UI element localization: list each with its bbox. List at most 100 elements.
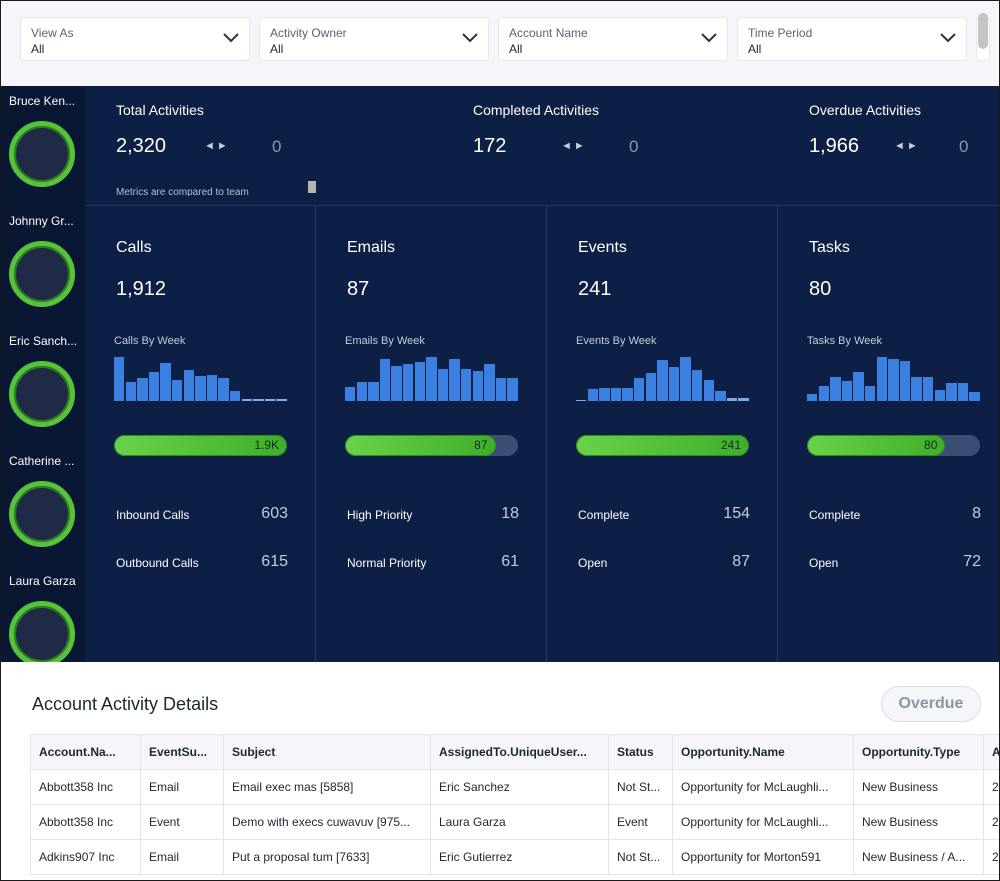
weekly-chart-label: Tasks By Week (807, 335, 882, 347)
stat-label: Complete (578, 508, 630, 522)
person-item[interactable]: Laura Garza (1, 566, 85, 662)
weekly-bar (507, 378, 518, 401)
weekly-bar (276, 399, 287, 401)
progress-fill: 80 (807, 435, 946, 456)
filter-activity-owner[interactable]: Activity Owner All (259, 17, 489, 61)
stat-row: Complete 154 (578, 505, 750, 525)
metric-compare: 0 (629, 137, 639, 156)
category-title: Calls (116, 239, 152, 256)
column-header[interactable]: Opportunity.Name (672, 734, 854, 770)
weekly-bar (899, 361, 911, 401)
weekly-bar (610, 388, 622, 401)
category-events: Events 241 Events By Week 241 Complete 1… (547, 206, 778, 662)
weekly-bar (657, 360, 668, 401)
category-total: 80 (809, 278, 832, 300)
column-header[interactable]: AssignedTo.UniqueUser... (430, 734, 609, 770)
table-cell: Email exec mas [5858] (223, 769, 431, 805)
weekly-bar-chart (345, 351, 521, 401)
filter-view-as[interactable]: View As All (20, 17, 250, 61)
stat-row: Normal Priority 61 (347, 553, 519, 573)
category-columns: Calls 1,912 Calls By Week 1.9K Inbound C… (85, 206, 999, 662)
weekly-bar (841, 381, 853, 401)
weekly-bar (576, 400, 587, 401)
person-item[interactable]: Catherine ... (1, 446, 85, 566)
table-row[interactable]: Abbott358 Inc Event Demo with execs cuwa… (30, 804, 999, 840)
stat-label: Complete (809, 508, 861, 522)
table-cell: 2 (983, 839, 999, 875)
weekly-bar (587, 389, 598, 401)
metric-value: 1,966 (809, 135, 860, 157)
category-title: Emails (347, 239, 396, 256)
category-total: 87 (347, 278, 370, 300)
person-item[interactable]: Bruce Ken... (1, 86, 85, 206)
weekly-bar (865, 386, 876, 401)
overdue-button[interactable]: Overdue (881, 686, 981, 722)
weekly-bar (715, 391, 726, 401)
weekly-chart-label: Events By Week (576, 335, 657, 347)
table-cell: Eric Gutierrez (430, 839, 609, 875)
stat-value: 72 (963, 553, 981, 570)
stat-label: Inbound Calls (116, 508, 190, 522)
table-cell: Laura Garza (430, 804, 609, 840)
table-cell: Eric Sanchez (430, 769, 609, 805)
person-item[interactable]: Eric Sanch... (1, 326, 85, 446)
footnote-scroll-handle[interactable] (308, 181, 316, 193)
filter-label: Time Period (748, 26, 813, 40)
table-cell: Abbott358 Inc (30, 769, 141, 805)
column-header[interactable]: Opportunity.Type (853, 734, 984, 770)
weekly-bar (426, 357, 437, 401)
weekly-bar (125, 382, 136, 401)
column-header[interactable]: Status (608, 734, 673, 770)
filter-account-name[interactable]: Account Name All (498, 17, 728, 61)
table-cell: Adkins907 Inc (30, 839, 141, 875)
table-cell: Not St... (608, 769, 673, 805)
progress-label: 1.9K (254, 438, 279, 452)
progress-label: 241 (720, 438, 741, 452)
stat-row: Open 87 (578, 553, 750, 573)
stat-row: High Priority 18 (347, 505, 519, 525)
filter-label: View As (31, 26, 74, 40)
stat-row: Outbound Calls 615 (116, 553, 288, 573)
weekly-bar (356, 382, 367, 401)
weekly-bar (692, 370, 703, 401)
weekly-bar (923, 377, 934, 401)
weekly-bar (853, 372, 864, 401)
weekly-bar (241, 399, 252, 401)
stat-label: High Priority (347, 508, 413, 522)
table-cell: Event (140, 804, 224, 840)
chevron-down-icon (940, 33, 956, 43)
column-header[interactable]: A (983, 734, 999, 770)
column-header[interactable]: EventSu... (140, 734, 224, 770)
filter-value: All (509, 42, 523, 56)
table-row[interactable]: Adkins907 Inc Email Put a proposal tum [… (30, 839, 999, 875)
category-calls: Calls 1,912 Calls By Week 1.9K Inbound C… (85, 206, 316, 662)
weekly-bar (368, 382, 379, 401)
table-cell: Event (608, 804, 673, 840)
weekly-bar (172, 380, 183, 401)
progress-fill: 87 (345, 435, 496, 456)
compare-footnote: Metrics are compared to team (116, 187, 249, 196)
table-cell: 2 (983, 769, 999, 805)
weekly-bar (946, 383, 957, 401)
weekly-bar (437, 369, 449, 401)
table-cell: Put a proposal tum [7633] (223, 839, 431, 875)
table-cell: Opportunity for McLaughli... (672, 804, 854, 840)
chevron-down-icon (462, 33, 478, 43)
stat-label: Normal Priority (347, 556, 427, 570)
stat-label: Open (578, 556, 608, 570)
column-header[interactable]: Account.Na... (30, 734, 141, 770)
filter-label: Activity Owner (270, 26, 347, 40)
filter-scrollbar[interactable] (978, 13, 988, 49)
weekly-bar (807, 394, 818, 401)
column-header[interactable]: Subject (223, 734, 431, 770)
compare-arrows-icon: ◄► (561, 140, 587, 152)
weekly-bar (461, 369, 472, 401)
weekly-bar (738, 398, 749, 401)
table-row[interactable]: Abbott358 Inc Email Email exec mas [5858… (30, 769, 999, 805)
weekly-bar (484, 364, 495, 401)
category-total: 241 (578, 278, 612, 300)
stat-label: Open (809, 556, 839, 570)
filter-time-period[interactable]: Time Period All (737, 17, 967, 61)
person-item[interactable]: Johnny Gr... (1, 206, 85, 326)
